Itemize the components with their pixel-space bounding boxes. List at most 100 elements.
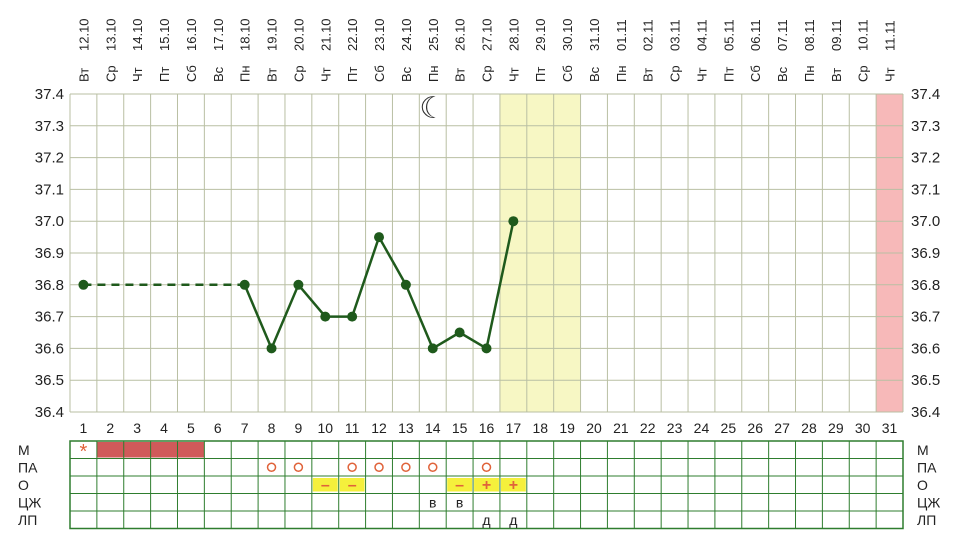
o-mark: – — [321, 477, 330, 494]
date-label: 13.10 — [103, 18, 118, 51]
weekday-label: Чт — [883, 67, 898, 82]
y-tick-label-right: 36.4 — [911, 404, 940, 421]
x-tick-label: 31 — [882, 420, 898, 436]
series-segment — [432, 331, 461, 350]
y-tick-label-right: 37.3 — [911, 118, 940, 135]
date-label: 22.10 — [345, 18, 360, 51]
weekday-label: Чт — [506, 67, 521, 82]
date-label: 16.10 — [184, 18, 199, 51]
pa-mark — [347, 462, 357, 472]
x-tick-label: 17 — [506, 420, 522, 436]
czh-mark: в — [429, 495, 436, 511]
weekday-label: Ср — [103, 65, 118, 82]
row-label-right: ЛП — [917, 512, 936, 528]
date-label: 31.10 — [587, 18, 602, 51]
data-point — [78, 279, 89, 290]
weekday-label: Пт — [157, 67, 172, 82]
data-point — [454, 327, 465, 338]
y-tick-label-right: 36.8 — [911, 277, 940, 294]
x-tick-label: 11 — [345, 420, 360, 436]
weekday-label: Ср — [856, 65, 871, 82]
date-label: 11.11 — [883, 20, 898, 51]
x-tick-label: 9 — [295, 420, 303, 436]
o-cell-fill — [500, 478, 526, 492]
x-tick-label: 20 — [586, 420, 602, 436]
weekday-label: Вт — [76, 68, 91, 82]
x-tick-label: 8 — [268, 420, 276, 436]
weekday-label: Пт — [533, 67, 548, 82]
x-tick-label: 25 — [721, 420, 737, 436]
date-label: 14.10 — [130, 18, 145, 51]
x-tick-label: 12 — [371, 420, 387, 436]
weekday-label: Чт — [318, 67, 333, 82]
czh-mark: в — [456, 495, 463, 511]
x-tick-label: 3 — [133, 420, 141, 436]
series-segment — [458, 331, 488, 350]
moon-icon: ☾ — [419, 91, 446, 126]
pa-mark — [293, 462, 304, 472]
y-tick-label-right: 36.6 — [911, 340, 940, 357]
pa-mark — [428, 462, 438, 472]
weekday-label: Вс — [211, 66, 226, 82]
date-label: 24.10 — [399, 18, 414, 51]
weekday-label: Вс — [775, 66, 790, 82]
date-label: 25.10 — [426, 18, 441, 51]
date-label: 05.11 — [721, 19, 736, 51]
row-label-left: М — [18, 442, 30, 458]
series-segment — [377, 236, 407, 286]
y-tick-label-left: 37.2 — [35, 150, 64, 167]
o-mark: – — [348, 477, 357, 494]
date-label: 12.10 — [76, 18, 91, 51]
pa-mark — [481, 462, 492, 472]
date-label: 23.10 — [372, 18, 387, 51]
o-mark: + — [482, 477, 491, 494]
date-label: 21.10 — [318, 18, 333, 51]
date-label: 28.10 — [506, 18, 521, 51]
date-label: 02.11 — [641, 19, 656, 51]
o-mark: + — [509, 477, 518, 494]
x-tick-label: 18 — [532, 420, 548, 436]
weekday-label: Сб — [560, 65, 575, 82]
weekday-label: Пн — [802, 65, 817, 82]
x-tick-label: 21 — [613, 420, 629, 436]
data-point — [481, 343, 492, 354]
y-tick-label-left: 36.6 — [35, 340, 64, 357]
x-tick-label: 15 — [452, 420, 468, 436]
row-label-left: О — [18, 477, 29, 493]
lp-mark: д — [482, 512, 490, 528]
pa-mark — [266, 462, 277, 472]
x-tick-label: 14 — [425, 420, 441, 436]
x-tick-label: 30 — [855, 420, 871, 436]
data-point — [293, 279, 304, 290]
x-tick-label: 2 — [106, 420, 114, 436]
weekday-label: Сб — [184, 65, 199, 82]
date-label: 03.11 — [668, 19, 683, 51]
y-tick-label-left: 36.9 — [35, 245, 64, 262]
x-tick-label: 4 — [160, 420, 168, 436]
data-point — [400, 279, 411, 290]
o-mark: – — [455, 477, 464, 494]
x-tick-label: 27 — [774, 420, 790, 436]
weekday-label: Вс — [587, 66, 602, 82]
date-label: 08.11 — [802, 19, 817, 51]
row-label-left: ПА — [18, 460, 38, 476]
data-point — [508, 216, 519, 227]
x-tick-label: 28 — [801, 420, 817, 436]
lp-mark: д — [509, 512, 517, 528]
weekday-label: Чт — [130, 67, 145, 82]
row-label-right: ЦЖ — [917, 495, 940, 511]
weekday-label: Чт — [694, 67, 709, 82]
data-point — [239, 279, 250, 290]
x-tick-label: 13 — [398, 420, 414, 436]
date-label: 09.11 — [829, 19, 844, 51]
x-tick-label: 10 — [317, 420, 333, 436]
weekday-label: Пн — [238, 65, 253, 82]
y-tick-label-right: 36.9 — [911, 245, 940, 262]
x-tick-label: 29 — [828, 420, 844, 436]
y-tick-label-left: 36.4 — [35, 404, 64, 421]
x-tick-label: 16 — [479, 420, 495, 436]
weekday-label: Сб — [748, 65, 763, 82]
o-cell-fill — [339, 478, 365, 492]
series-segment — [404, 284, 434, 349]
